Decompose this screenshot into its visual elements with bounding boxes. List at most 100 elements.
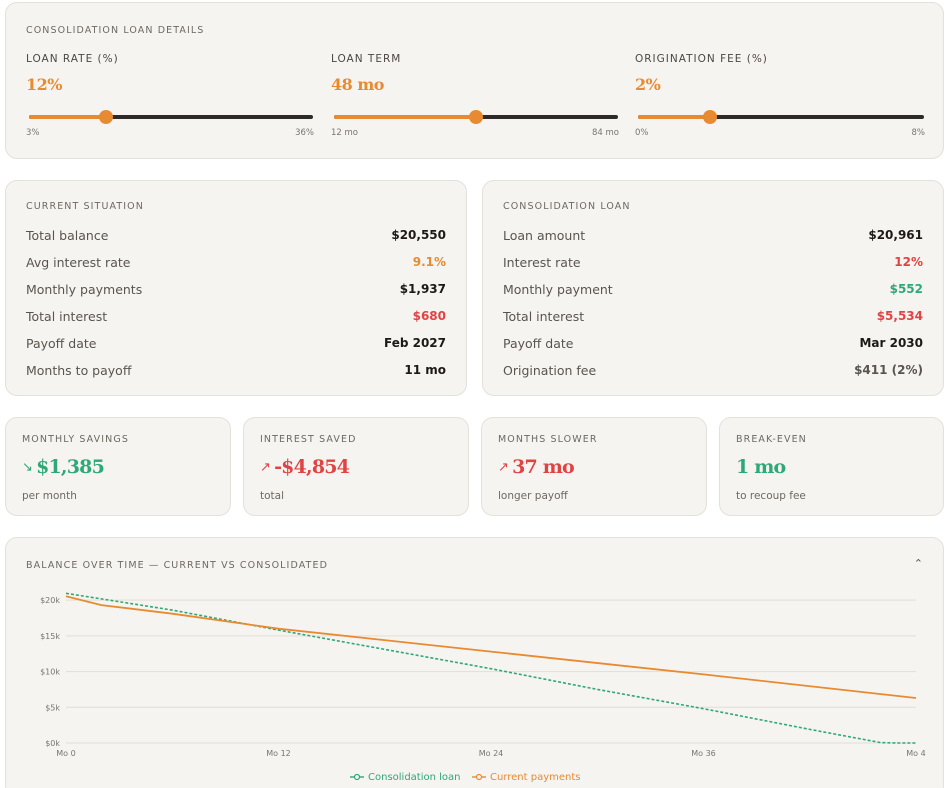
- stat-break-even: BREAK-EVEN 1 mo to recoup fee: [719, 417, 944, 516]
- loan-rate-track[interactable]: [29, 115, 313, 119]
- consolidation-loan-title: CONSOLIDATION LOAN: [503, 201, 631, 212]
- balance-chart: $0k $5k $10k $15k $20k Mo 0 Mo 12 Mo 24 Mo 36 Mo …: [40, 592, 926, 783]
- consolidation-loan-row-label: Origination fee: [503, 362, 597, 378]
- current-situation-row: Monthly payments $1,937: [26, 280, 446, 298]
- stat-value: 37 mo: [512, 456, 575, 478]
- consolidation-loan-row: Interest rate 12%: [503, 253, 923, 271]
- current-situation-row: Total balance $20,550: [26, 226, 446, 244]
- consolidation-loan-row-value: Mar 2030: [859, 336, 923, 350]
- y-tick-label: $15k: [40, 632, 60, 641]
- current-situation-row-value: 11 mo: [404, 363, 446, 377]
- stat-value: -$4,854: [274, 456, 350, 478]
- consolidation-loan-row: Monthly payment $552: [503, 280, 923, 298]
- y-tick-label: $10k: [40, 668, 60, 677]
- origination-fee-thumb[interactable]: [703, 110, 717, 124]
- consolidation-loan-row: Total interest $5,534: [503, 307, 923, 325]
- consolidation-loan-row-label: Loan amount: [503, 227, 586, 243]
- current-situation-row-label: Total balance: [26, 227, 109, 243]
- current-series-line: [65, 595, 917, 699]
- loan-details-title: CONSOLIDATION LOAN DETAILS: [26, 25, 205, 36]
- current-situation-row-value: $680: [412, 309, 446, 323]
- consolidation-loan-row-value: 12%: [894, 255, 923, 269]
- current-situation-row-value: Feb 2027: [383, 336, 446, 350]
- loan-term-thumb[interactable]: [469, 110, 483, 124]
- origination-fee-fill: [638, 115, 710, 119]
- consolidation-loan-row: Loan amount $20,961: [503, 226, 923, 244]
- y-tick-label: $5k: [45, 703, 60, 712]
- origination-fee-control: ORIGINATION FEE (%) 2% 0% 8%: [635, 3, 935, 160]
- current-situation-card: CURRENT SITUATION Total balance $20,550 Av…: [5, 180, 467, 396]
- consolidation-loan-row-value: $411 (2%): [854, 363, 923, 377]
- x-tick-label: Mo 4: [906, 749, 925, 758]
- consolidation-loan-row-label: Payoff date: [503, 335, 574, 351]
- origination-fee-min: 0%: [635, 128, 649, 138]
- current-situation-row: Total interest $680: [26, 307, 446, 325]
- trending-up-icon: ↗: [260, 459, 271, 475]
- loan-term-control: LOAN TERM 48 mo 12 mo 84 mo: [331, 3, 631, 160]
- current-situation-row-label: Monthly payments: [26, 281, 143, 297]
- stat-label: INTEREST SAVED: [260, 434, 357, 445]
- loan-term-label: LOAN TERM: [331, 53, 402, 65]
- y-tick-label: $20k: [40, 596, 60, 605]
- current-situation-row-value: 9.1%: [412, 255, 446, 269]
- stat-sub: total: [260, 490, 285, 502]
- loan-rate-value: 12%: [26, 75, 62, 94]
- loan-term-fill: [334, 115, 476, 119]
- current-situation-row: Payoff date Feb 2027: [26, 334, 446, 352]
- consolidation-loan-row-value: $20,961: [868, 228, 923, 242]
- consolidation-series-line: [65, 592, 916, 744]
- x-tick-label: Mo 0: [56, 749, 75, 758]
- stat-sub: per month: [22, 490, 77, 502]
- current-situation-row-value: $20,550: [391, 228, 446, 242]
- consolidation-loan-row-label: Monthly payment: [503, 281, 613, 297]
- stat-monthly-savings: MONTHLY SAVINGS ↘ $1,385 per month: [5, 417, 231, 516]
- loan-rate-control: LOAN RATE (%) 12% 3% 36%: [26, 3, 326, 160]
- consolidation-loan-row: Payoff date Mar 2030: [503, 334, 923, 352]
- consolidation-loan-row-value: $5,534: [876, 309, 923, 323]
- stat-label: MONTHLY SAVINGS: [22, 434, 129, 445]
- loan-rate-min: 3%: [26, 128, 40, 138]
- origination-fee-value: 2%: [635, 75, 661, 94]
- current-situation-row-label: Months to payoff: [26, 362, 132, 378]
- stat-sub: longer payoff: [498, 490, 568, 502]
- legend-swatch-marker: [353, 773, 361, 781]
- consolidation-loan-row-label: Interest rate: [503, 254, 581, 270]
- y-tick-label: $0k: [45, 739, 60, 748]
- legend-swatch-marker: [475, 773, 483, 781]
- loan-rate-thumb[interactable]: [99, 110, 113, 124]
- loan-term-value: 48 mo: [331, 75, 384, 94]
- consolidation-loan-row: Origination fee $411 (2%): [503, 361, 923, 379]
- current-situation-row-label: Total interest: [26, 308, 108, 324]
- legend-label: Consolidation loan: [368, 772, 461, 783]
- stat-sub: to recoup fee: [736, 490, 806, 502]
- consolidation-loan-row-value: $552: [889, 282, 923, 296]
- trending-down-icon: ↘: [22, 459, 33, 475]
- balance-chart-card: BALANCE OVER TIME — CURRENT VS CONSOLIDA…: [5, 537, 944, 788]
- stat-value: 1 mo: [736, 456, 786, 478]
- stat-value-row: ↗ 37 mo: [498, 456, 575, 478]
- consolidation-loan-card: CONSOLIDATION LOAN Loan amount $20,961 Int…: [482, 180, 944, 396]
- loan-term-min: 12 mo: [331, 128, 358, 138]
- current-situation-row-label: Payoff date: [26, 335, 97, 351]
- stat-value-row: ↘ $1,385: [22, 456, 105, 478]
- current-situation-title: CURRENT SITUATION: [26, 201, 144, 212]
- consolidation-loan-row-label: Total interest: [503, 308, 585, 324]
- stat-value: $1,385: [36, 456, 105, 478]
- current-situation-row: Months to payoff 11 mo: [26, 361, 446, 379]
- chevron-up-icon[interactable]: ⌃: [913, 557, 923, 570]
- current-situation-row: Avg interest rate 9.1%: [26, 253, 446, 271]
- legend-label: Current payments: [490, 772, 581, 783]
- origination-fee-track[interactable]: [638, 115, 924, 119]
- current-situation-row-value: $1,937: [399, 282, 446, 296]
- stat-months-slower: MONTHS SLOWER ↗ 37 mo longer payoff: [481, 417, 707, 516]
- stat-label: BREAK-EVEN: [736, 434, 807, 445]
- loan-rate-fill: [29, 115, 106, 119]
- x-tick-label: Mo 12: [266, 749, 291, 758]
- x-tick-label: Mo 24: [479, 749, 504, 758]
- trending-up-icon: ↗: [498, 459, 509, 475]
- loan-rate-label: LOAN RATE (%): [26, 53, 119, 65]
- origination-fee-label: ORIGINATION FEE (%): [635, 53, 768, 65]
- loan-rate-max: 36%: [295, 128, 314, 138]
- loan-term-max: 84 mo: [592, 128, 619, 138]
- current-situation-row-label: Avg interest rate: [26, 254, 131, 270]
